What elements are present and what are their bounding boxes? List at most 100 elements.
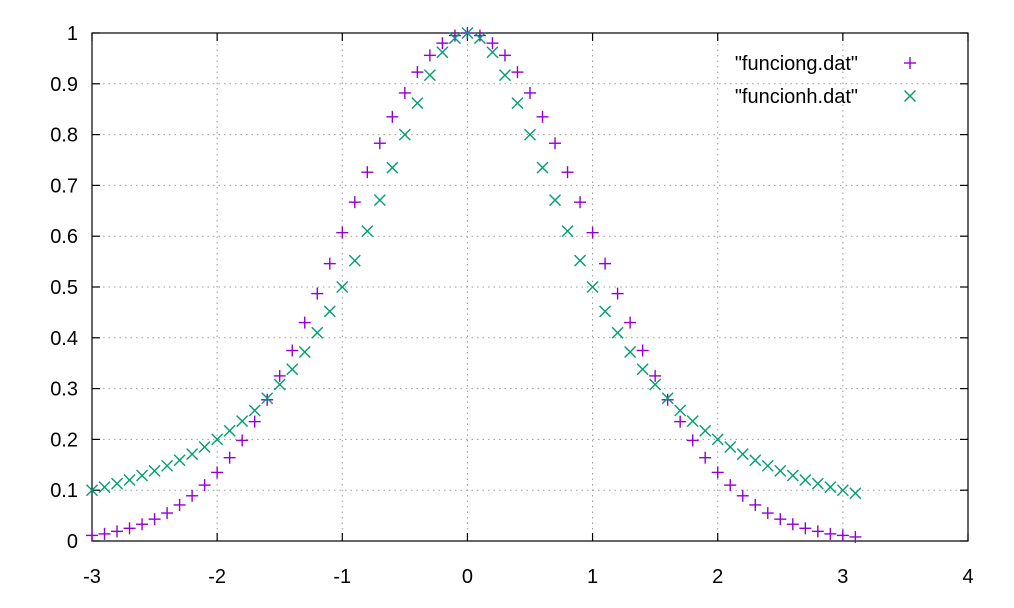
x-tick-label: 3 [837,566,848,588]
data-point-cross [824,481,837,494]
data-point-cross [574,254,587,267]
data-point-plus [111,525,124,538]
data-point-cross [286,363,299,376]
data-point-plus [248,415,261,428]
data-point-cross [636,363,649,376]
data-point-plus [574,196,587,209]
data-point-plus [411,66,424,79]
data-point-cross [686,415,699,428]
data-point-plus [448,29,461,42]
x-tick-label: 2 [712,566,723,588]
data-point-plus [161,507,174,520]
legend-marker-cross [904,90,916,102]
data-point-cross [711,433,724,446]
data-point-cross [111,477,124,490]
data-point-plus [586,226,599,239]
data-point-plus [261,393,274,406]
data-point-cross [198,441,211,454]
data-point-plus [386,110,399,123]
x-tick-label: 0 [462,566,473,588]
data-point-cross [186,448,199,461]
data-point-cross [161,459,174,472]
legend-label: "funcionh.dat" [735,86,858,108]
data-point-cross [423,69,436,82]
data-point-cross [736,448,749,461]
data-point-plus [599,257,612,270]
x-tick-label: 4 [962,566,973,588]
data-point-cross [336,281,349,293]
y-tick-label: 0.2 [50,429,78,451]
data-point-cross [699,424,712,437]
data-point-cross [624,346,637,359]
data-point-cross [661,392,674,405]
data-point-cross [261,392,274,405]
data-point-plus [699,451,712,464]
data-point-cross [211,433,224,446]
data-point-plus [323,257,336,270]
data-point-cross [836,484,849,497]
y-tick-label: 0.7 [50,175,78,197]
data-point-plus [749,498,762,511]
y-tick-label: 0.9 [50,74,78,96]
x-tick-label: -1 [333,566,351,588]
data-point-plus [486,37,499,50]
data-point-plus [674,415,687,428]
data-point-plus [186,489,199,502]
data-point-plus [624,316,637,329]
legend-label: "funciong.dat" [735,53,858,75]
data-point-plus [711,466,724,479]
data-point-cross [761,459,774,472]
data-point-cross [649,378,662,391]
legend-marker-plus [904,57,916,69]
data-point-cross [524,128,536,141]
data-point-cross [811,477,824,490]
data-point-cross [536,161,549,174]
y-tick-label: 0.3 [50,379,78,401]
y-tick-label: 0.1 [50,480,78,502]
data-point-cross [248,404,261,417]
data-point-plus [398,86,411,99]
data-point-plus [836,529,849,542]
x-tick-label: 1 [587,566,598,588]
data-point-plus [273,369,286,382]
y-tick-label: 1 [67,23,78,45]
data-point-plus [136,518,149,531]
data-point-plus [173,498,186,511]
data-point-cross [361,225,374,238]
data-point-cross [436,46,449,59]
data-point-cross [498,69,511,82]
data-point-plus [211,466,224,479]
data-point-cross [236,415,249,428]
data-point-cross [86,484,98,497]
data-point-plus [799,522,812,535]
points-layer [86,27,862,543]
data-point-plus [123,522,136,535]
data-point-cross [486,46,499,59]
data-point-cross [724,441,737,454]
data-point-cross [799,474,812,487]
data-point-plus [373,137,386,150]
data-point-plus [223,451,236,464]
y-tick-labels: 0 0.1 0.2 0.3 0.4 0.5 0.6 0.7 0.8 0.9 1 [50,23,78,553]
series-1-points [86,27,862,543]
data-point-cross [398,128,411,141]
data-point-plus [536,110,549,123]
data-point-plus [611,287,624,300]
series-2-points [86,27,862,500]
data-point-plus [286,344,299,357]
data-point-plus [774,513,787,526]
data-point-cross [298,346,311,359]
data-point-cross [373,194,386,207]
data-point-cross [461,27,474,39]
data-point-cross [98,481,111,494]
data-point-plus [498,49,511,62]
legend: "funciong.dat" "funcionh.dat" [735,53,916,108]
data-point-plus [661,393,674,406]
data-point-plus [786,518,799,531]
data-point-plus [549,137,562,150]
x-tick-labels: -3 -2 -1 0 1 2 3 4 [83,566,973,588]
data-point-plus [148,513,161,526]
data-point-cross [123,474,136,487]
data-point-cross [749,454,762,467]
data-point-plus [348,196,361,209]
